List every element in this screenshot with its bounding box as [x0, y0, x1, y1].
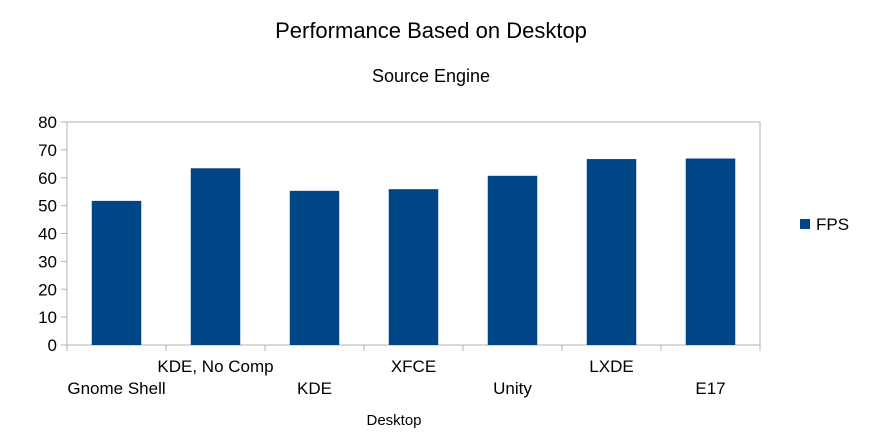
- x-tick-label: KDE, No Comp: [157, 357, 273, 376]
- bars-group: [91, 158, 736, 345]
- bar-4: [487, 175, 538, 345]
- bar-6: [685, 158, 736, 345]
- x-tick-label: Unity: [493, 379, 532, 398]
- x-axis: Gnome Shell KDE, No Comp KDE XFCE Unity LXDE E…: [66, 345, 761, 398]
- x-tick-label: E17: [695, 379, 725, 398]
- y-tick-label: 20: [38, 280, 57, 299]
- legend-label-fps: FPS: [816, 215, 849, 234]
- y-tick-label: 40: [38, 225, 57, 244]
- bar-1: [190, 168, 241, 345]
- y-tick-label: 60: [38, 169, 57, 188]
- x-tick-label: Gnome Shell: [67, 379, 165, 398]
- chart-title: Performance Based on Desktop: [275, 18, 587, 43]
- y-tick-label: 50: [38, 197, 57, 216]
- x-axis-title: Desktop: [366, 412, 421, 429]
- chart-subtitle: Source Engine: [372, 66, 490, 86]
- y-tick-label: 0: [48, 336, 57, 355]
- bar-2: [289, 190, 340, 345]
- legend-swatch-fps: [800, 219, 810, 229]
- x-tick-label: KDE: [297, 379, 332, 398]
- y-tick-label: 30: [38, 252, 57, 271]
- bar-0: [91, 200, 142, 345]
- y-tick-label: 80: [38, 113, 57, 132]
- bar-5: [586, 159, 637, 345]
- bar-3: [388, 189, 439, 345]
- legend: FPS: [800, 215, 849, 234]
- x-tick-label: LXDE: [589, 357, 633, 376]
- y-axis: 0 10 20 30 40 50 60 70 80: [38, 113, 67, 355]
- y-tick-label: 10: [38, 308, 57, 327]
- x-tick-label: XFCE: [391, 357, 436, 376]
- y-tick-label: 70: [38, 141, 57, 160]
